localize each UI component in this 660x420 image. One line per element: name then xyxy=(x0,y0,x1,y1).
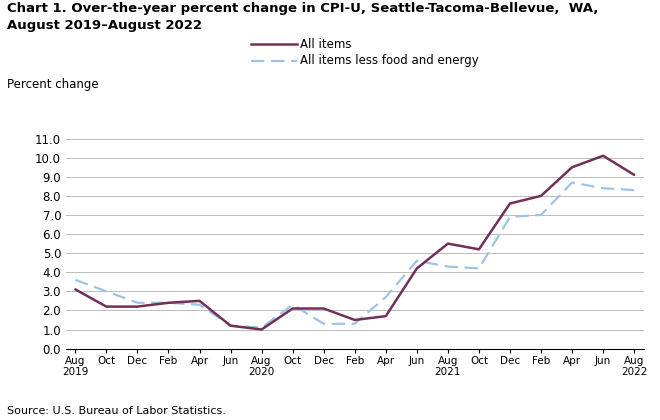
Text: Chart 1. Over-the-year percent change in CPI-U, Seattle-Tacoma-Bellevue,  WA,: Chart 1. Over-the-year percent change in… xyxy=(7,2,598,15)
Text: All items less food and energy: All items less food and energy xyxy=(300,55,479,67)
Text: Percent change: Percent change xyxy=(7,78,98,91)
Text: August 2019–August 2022: August 2019–August 2022 xyxy=(7,19,201,32)
Text: Source: U.S. Bureau of Labor Statistics.: Source: U.S. Bureau of Labor Statistics. xyxy=(7,406,226,416)
Text: All items: All items xyxy=(300,38,352,50)
